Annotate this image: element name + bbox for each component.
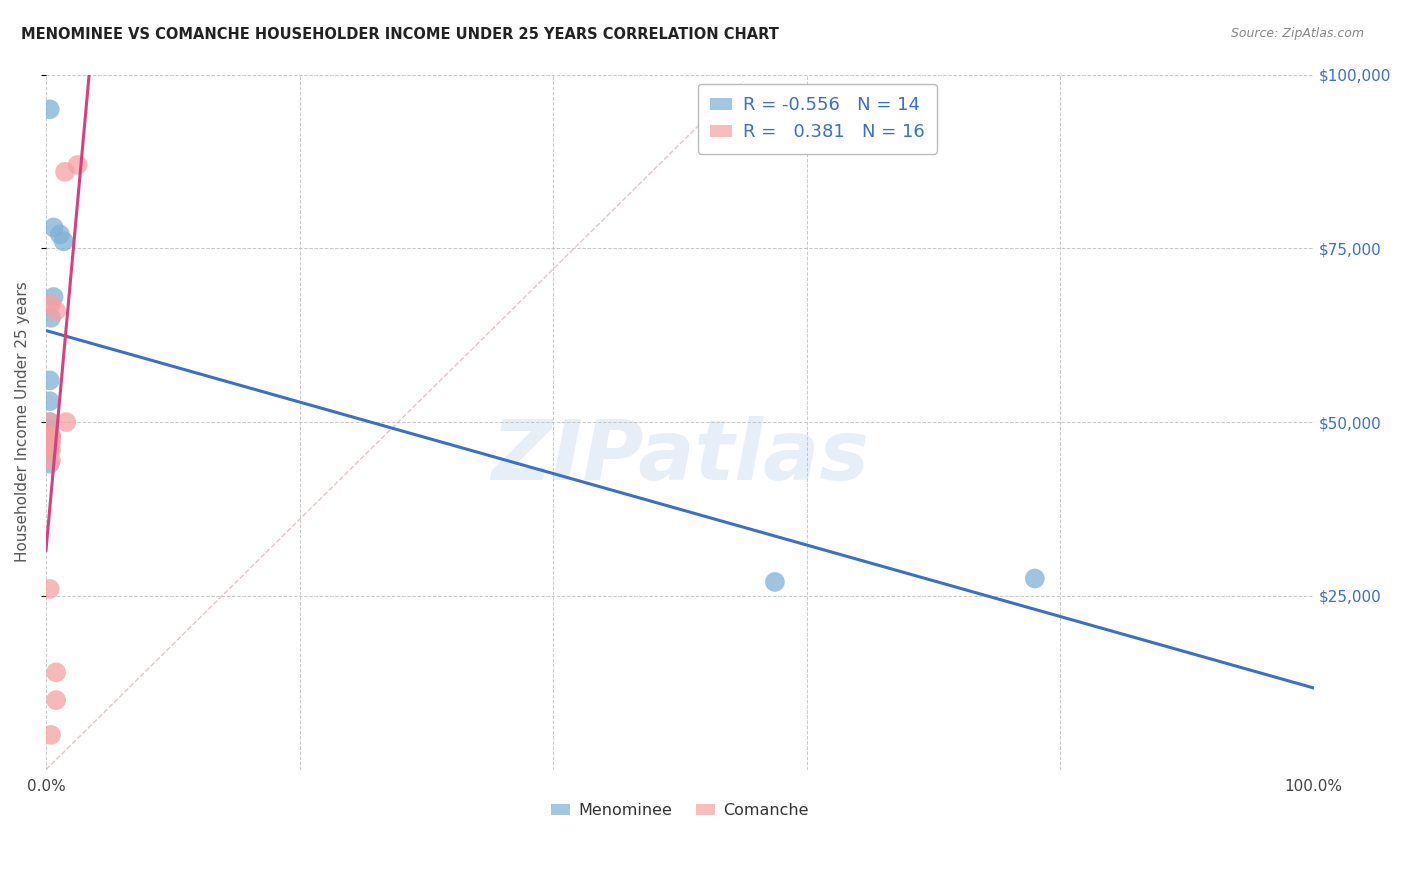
Point [39, 436, 62, 450]
Point [49, 227, 72, 242]
Point [39, 442, 62, 457]
Point [38, 442, 60, 457]
Point [39, 297, 62, 311]
Point [39, 429, 62, 443]
Y-axis label: Householder Income Under 25 years: Householder Income Under 25 years [15, 282, 30, 563]
Text: ZIPatlas: ZIPatlas [491, 417, 869, 498]
Text: MENOMINEE VS COMANCHE HOUSEHOLDER INCOME UNDER 25 YEARS CORRELATION CHART: MENOMINEE VS COMANCHE HOUSEHOLDER INCOME… [21, 27, 779, 42]
Legend: Menominee, Comanche: Menominee, Comanche [544, 797, 815, 824]
Point [53, 165, 76, 179]
Point [45, 693, 67, 707]
Point [55, 415, 77, 429]
Point [45, 665, 67, 680]
Point [38, 457, 60, 471]
Point [38, 103, 60, 117]
Point [38, 415, 60, 429]
Point [1024, 572, 1046, 586]
Point [763, 574, 786, 589]
Point [38, 415, 60, 429]
Point [38, 582, 60, 596]
Point [45, 304, 67, 318]
Point [39, 728, 62, 742]
Point [38, 394, 60, 409]
Text: Source: ZipAtlas.com: Source: ZipAtlas.com [1230, 27, 1364, 40]
Point [52, 235, 75, 249]
Point [39, 433, 62, 447]
Point [38, 373, 60, 387]
Point [38, 422, 60, 436]
Point [39, 429, 62, 443]
Point [39, 453, 62, 467]
Point [42, 220, 65, 235]
Point [39, 310, 62, 325]
Point [42, 290, 65, 304]
Point [66, 158, 89, 172]
